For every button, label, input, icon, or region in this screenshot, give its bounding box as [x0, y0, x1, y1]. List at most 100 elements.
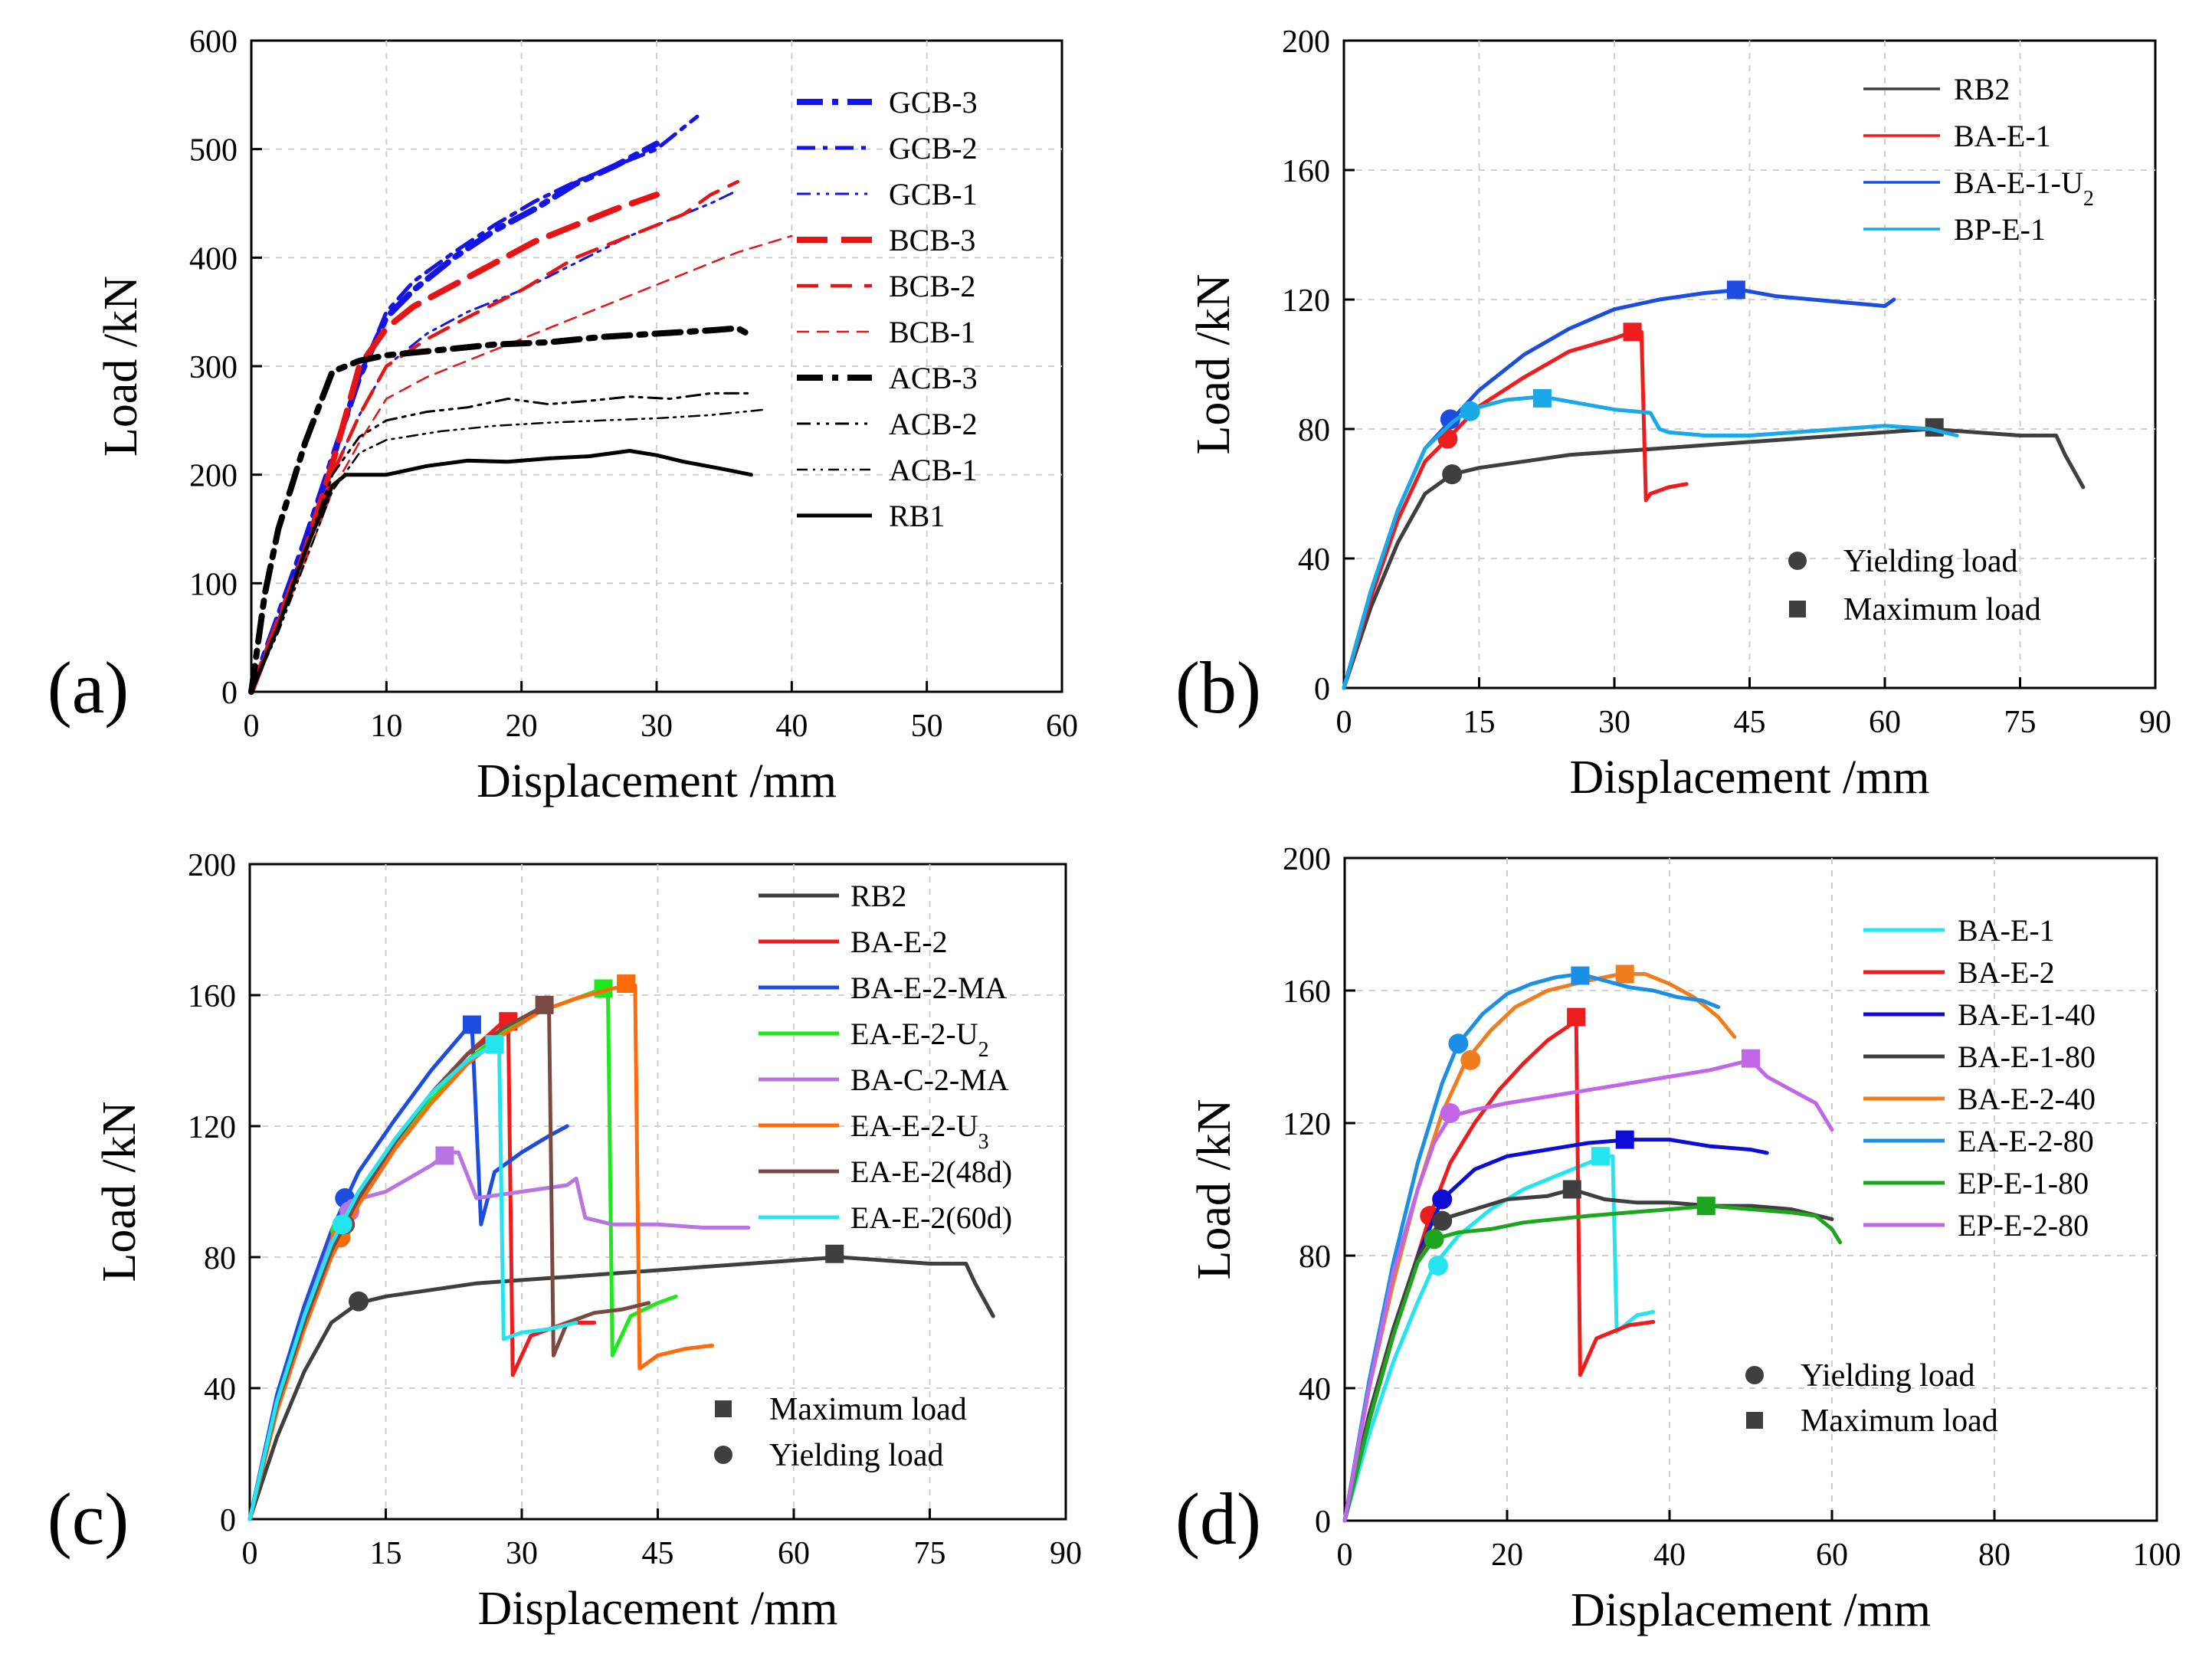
series-line-ba-e-1 — [1342, 329, 1689, 690]
series-line-acb-3 — [248, 325, 755, 695]
legend-label-rb2: RB2 — [850, 879, 906, 913]
series-line-rb1 — [249, 449, 753, 694]
legend-marker-square — [1746, 1412, 1763, 1429]
y-tick-label: 200 — [189, 459, 238, 494]
series-line-ep-e-1-80 — [1342, 1204, 1843, 1523]
legend-label-ba-e-2: BA-E-2 — [850, 925, 948, 959]
yield-point-ep-e-2-80 — [1440, 1103, 1460, 1124]
y-tick-label: 0 — [1315, 1505, 1331, 1540]
y-axis-label: Load /kN — [1188, 1099, 1240, 1280]
max-point-ea-e-2-60d — [485, 1035, 504, 1054]
yield-point-rb2 — [1442, 464, 1463, 485]
x-axis-label: Displacement /mm — [1571, 1584, 1931, 1636]
legend-label-ba-c-2-ma: BA-C-2-MA — [850, 1063, 1009, 1097]
series-line-rb2 — [1342, 427, 2086, 690]
series-line-ea-e-2-u3 — [247, 983, 714, 1521]
legend-label-ba-e-1: BA-E-1 — [1958, 913, 2055, 948]
max-point-bp-e-1 — [1532, 388, 1552, 408]
y-tick-label: 0 — [1314, 672, 1330, 707]
legend-label-ep-e-1-80: EP-E-1-80 — [1958, 1166, 2089, 1200]
yield-point-ep-e-1-80 — [1424, 1229, 1444, 1249]
max-point-ep-e-2-80 — [1742, 1049, 1760, 1068]
series-line-gcb-2 — [249, 114, 700, 694]
y-tick-label: 160 — [1282, 154, 1330, 189]
series-line-acb-1 — [250, 408, 766, 693]
panel-label: (b) — [1175, 647, 1261, 729]
x-tick-label: 30 — [1598, 705, 1630, 740]
y-tick-label: 200 — [188, 848, 236, 883]
y-tick-label: 120 — [188, 1110, 236, 1145]
x-tick-label: 90 — [2139, 705, 2171, 740]
y-tick-label: 200 — [1283, 842, 1331, 877]
legend-label-ba-e-1-40: BA-E-1-40 — [1958, 997, 2096, 1032]
max-point-ba-e-2-40 — [1615, 965, 1634, 984]
y-axis-label: Load /kN — [1188, 274, 1240, 455]
yield-point-rb2 — [349, 1291, 369, 1312]
y-tick-label: 400 — [189, 241, 238, 277]
x-tick-label: 60 — [1816, 1538, 1848, 1573]
y-tick-label: 80 — [204, 1241, 236, 1276]
x-tick-label: 75 — [2004, 705, 2037, 740]
y-tick-label: 160 — [1283, 974, 1331, 1010]
x-tick-label: 90 — [1050, 1536, 1082, 1571]
legend-subscript: 2 — [978, 1038, 989, 1062]
y-tick-label: 100 — [189, 567, 238, 602]
legend-label-rb1: RB1 — [889, 499, 945, 533]
legend-label-gcb-3: GCB-3 — [889, 85, 978, 120]
series-line-ea-e-2-60d — [247, 1042, 578, 1521]
max-point-ba-e-2 — [1567, 1007, 1586, 1027]
x-tick-label: 15 — [370, 1536, 402, 1571]
max-point-ea-e-2-u3 — [617, 974, 636, 994]
panel-c: 0 40 80 120 160 200 0 15 30 45 60 75 90 Displacement … — [48, 848, 1082, 1635]
max-point-ea-e-2-48d — [535, 995, 554, 1014]
x-tick-label: 60 — [1046, 709, 1078, 744]
legend-subscript: 2 — [2083, 187, 2094, 211]
legend-marker-label-yielding-load: Yielding load — [1801, 1358, 1974, 1394]
y-tick-label: 160 — [188, 979, 236, 1014]
legend-marker-label-yielding-load: Yielding load — [1843, 544, 2017, 579]
x-tick-label: 60 — [778, 1536, 810, 1571]
y-tick-label: 120 — [1283, 1107, 1331, 1142]
x-tick-label: 0 — [242, 1536, 258, 1571]
y-tick-label: 600 — [189, 25, 238, 60]
legend-marker-circle — [1745, 1366, 1764, 1384]
max-point-ba-e-1-u2 — [1726, 280, 1745, 300]
x-tick-label: 30 — [506, 1536, 538, 1571]
legend-marker-label-maximum-load: Maximum load — [1843, 592, 2041, 627]
x-tick-label: 0 — [1337, 1538, 1353, 1573]
legend-label-ea-e-2-60d: EA-E-2(60d) — [850, 1200, 1012, 1235]
y-tick-label: 0 — [220, 1503, 236, 1538]
yield-point-ba-e-1 — [1427, 1255, 1448, 1276]
max-point-ba-e-1 — [1591, 1147, 1610, 1166]
max-point-ba-e-1-40 — [1615, 1130, 1634, 1149]
y-tick-label: 200 — [1282, 25, 1330, 60]
max-point-rb2 — [825, 1244, 844, 1263]
legend-marker-circle — [714, 1446, 732, 1464]
x-tick-label: 45 — [1734, 705, 1766, 740]
legend-marker-label-yielding-load: Yielding load — [769, 1438, 943, 1473]
legend-label-rb2: RB2 — [1954, 72, 2010, 106]
yield-point-ba-e-2-40 — [1460, 1050, 1481, 1070]
y-tick-label: 80 — [1298, 413, 1330, 448]
series-line-bcb-2 — [249, 179, 740, 694]
yield-point-ea-e-2-80 — [1448, 1033, 1469, 1054]
max-point-ea-e-2-80 — [1571, 966, 1590, 985]
x-tick-label: 60 — [1869, 705, 1901, 740]
x-tick-label: 0 — [1336, 705, 1352, 740]
x-axis-label: Displacement /mm — [477, 755, 837, 807]
x-tick-label: 0 — [244, 709, 260, 744]
legend-marker-square — [1789, 601, 1806, 617]
legend-marker-circle — [1788, 552, 1807, 570]
legend-subscript: 3 — [978, 1130, 989, 1154]
legend-label-ba-e-2-40: BA-E-2-40 — [1958, 1082, 2096, 1116]
yield-point-bp-e-1 — [1460, 401, 1480, 421]
x-axis-label: Displacement /mm — [477, 1583, 837, 1635]
legend-label-acb-3: ACB-3 — [889, 361, 978, 395]
series-line-ba-e-2-ma — [247, 1023, 569, 1521]
yield-point-ba-e-1-80 — [1432, 1210, 1453, 1231]
legend-label-gcb-1: GCB-1 — [889, 177, 978, 211]
series-line-acb-2 — [250, 391, 752, 693]
series-line-bcb-1 — [250, 234, 793, 693]
x-tick-label: 45 — [642, 1536, 674, 1571]
